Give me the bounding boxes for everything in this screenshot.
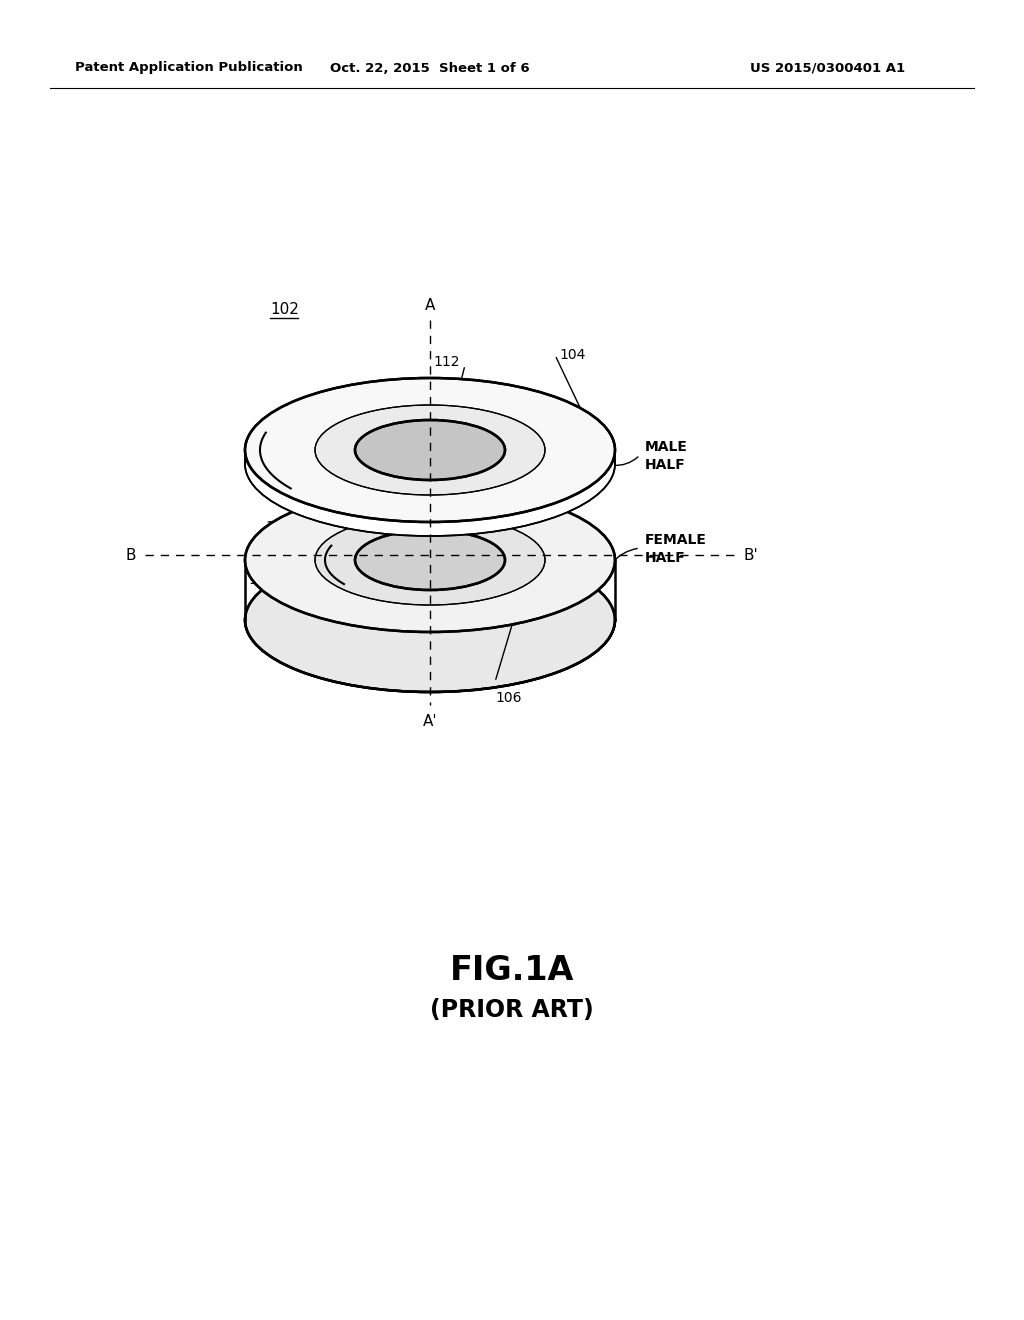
Ellipse shape [245,488,615,632]
Text: A': A' [423,714,437,729]
Text: Oct. 22, 2015  Sheet 1 of 6: Oct. 22, 2015 Sheet 1 of 6 [330,62,529,74]
Text: 102: 102 [270,302,299,318]
Text: (PRIOR ART): (PRIOR ART) [430,998,594,1022]
Text: 110: 110 [265,520,292,535]
Ellipse shape [315,405,545,495]
Text: 112: 112 [433,355,460,370]
Text: FEMALE: FEMALE [645,533,707,546]
Text: 104: 104 [559,348,586,362]
Ellipse shape [355,531,505,590]
Text: FIG.1A: FIG.1A [450,953,574,986]
Text: B': B' [743,548,759,562]
Text: B: B [126,548,136,562]
Ellipse shape [245,392,615,536]
Text: Patent Application Publication: Patent Application Publication [75,62,303,74]
Text: HALF: HALF [645,550,686,565]
Text: US 2015/0300401 A1: US 2015/0300401 A1 [750,62,905,74]
Text: 108: 108 [248,573,274,587]
Text: 106: 106 [495,690,521,705]
Text: HALF: HALF [645,458,686,473]
Text: A: A [425,298,435,314]
Ellipse shape [315,515,545,605]
Text: MALE: MALE [645,440,688,454]
Ellipse shape [245,548,615,692]
Ellipse shape [355,420,505,480]
Ellipse shape [245,378,615,521]
